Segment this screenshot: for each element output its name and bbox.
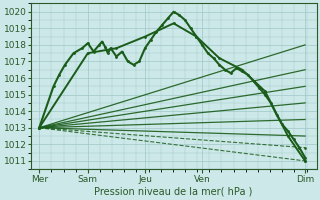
X-axis label: Pression niveau de la mer( hPa ): Pression niveau de la mer( hPa ) [94,187,253,197]
